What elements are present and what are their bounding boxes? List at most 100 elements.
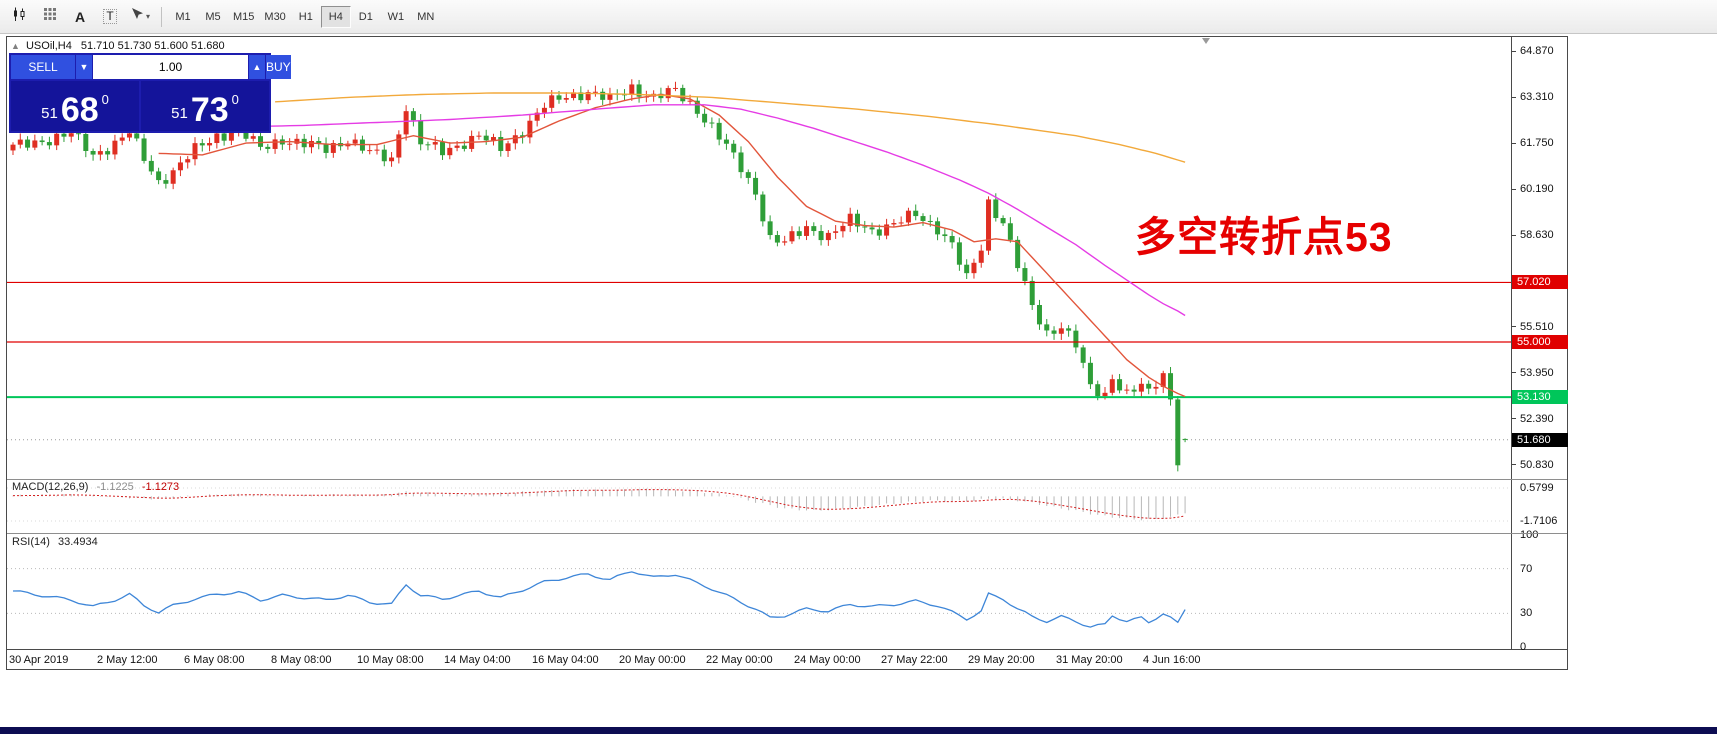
timeframe-m30[interactable]: M30: [264, 10, 286, 23]
toolbar: A T ▾ M1 M5 M15 M30 H1 H4 D1 W1 MN: [0, 0, 1717, 34]
price-line-tag: 55.000: [1512, 334, 1568, 349]
volume-decrease-button[interactable]: ▼: [76, 55, 92, 79]
timeframe-m1[interactable]: M1: [175, 10, 191, 23]
time-label: 29 May 20:00: [968, 654, 1035, 666]
time-label: 4 Jun 16:00: [1143, 654, 1201, 666]
timeframe-w1[interactable]: W1: [387, 10, 405, 23]
rsi-line: [12, 571, 1186, 628]
macd-name: MACD(12,26,9): [12, 481, 89, 493]
time-label: 16 May 04:00: [532, 654, 599, 666]
caret-up-icon: ▲: [252, 62, 262, 72]
macd-axis-min: -1.7106: [1520, 515, 1558, 527]
macd-main-value: -1.1225: [96, 481, 134, 493]
sell-button[interactable]: SELL: [11, 55, 75, 79]
timeframe-m5[interactable]: M5: [205, 10, 221, 23]
ask-superscript: 0: [231, 92, 239, 107]
price-tick-mark: [1512, 464, 1516, 466]
rsi-axis-label: 100: [1520, 529, 1539, 541]
macd-signal-line: [13, 489, 1186, 519]
sell-price-button[interactable]: 51 68 0: [11, 81, 139, 131]
timeframe-m15[interactable]: M15: [233, 10, 255, 23]
drawing-tools-button[interactable]: ▾: [125, 4, 155, 30]
price-tick-label: 55.510: [1520, 320, 1554, 333]
rsi-name: RSI(14): [12, 536, 50, 548]
bid-prefix: 51: [41, 105, 58, 122]
price-tick-mark: [1512, 372, 1516, 374]
timeframe-bar: M1 M5 M15 M30 H1 H4 D1 W1 MN: [168, 5, 441, 28]
time-label: 8 May 08:00: [271, 654, 332, 666]
price-tick-label: 61.750: [1520, 137, 1554, 150]
time-label: 2 May 12:00: [97, 654, 158, 666]
window-bottom-edge: [0, 727, 1717, 734]
buy-button[interactable]: BUY: [266, 55, 291, 79]
one-click-trading-panel: SELL ▼ ▲ BUY 51 68 0 51 73 0: [9, 53, 291, 133]
time-label: 14 May 04:00: [444, 654, 511, 666]
chart-window: 64.870 63.310 61.750 60.190 58.630 55.510 53.9…: [6, 36, 1568, 670]
collapse-panel-icon[interactable]: ▲: [11, 41, 20, 51]
price-line-tag: 57.020: [1512, 275, 1568, 290]
toolbar-separator: [161, 6, 162, 27]
price-tick-label: 53.950: [1520, 366, 1554, 379]
price-tick-mark: [1512, 50, 1516, 52]
cursor-icon: [130, 7, 145, 26]
ask-prefix: 51: [171, 105, 188, 122]
chart-type-button[interactable]: [5, 4, 35, 30]
macd-canvas[interactable]: [7, 479, 1511, 533]
text-tool-button[interactable]: T: [95, 4, 125, 30]
timeframe-d1[interactable]: D1: [358, 10, 373, 23]
bid-big-digits: 68: [60, 90, 99, 129]
buy-price-button[interactable]: 51 73 0: [141, 81, 269, 131]
price-tick-mark: [1512, 188, 1516, 190]
chart-header: ▲ USOil,H4 51.710 51.730 51.600 51.680: [11, 40, 225, 52]
price-tick-mark: [1512, 418, 1516, 420]
caret-down-icon: ▼: [79, 62, 89, 72]
ma-medium-line: [238, 104, 1186, 317]
timeframe-h1[interactable]: H1: [298, 10, 313, 23]
volume-increase-button[interactable]: ▲: [249, 55, 265, 79]
time-label: 20 May 00:00: [619, 654, 686, 666]
font-a-icon: A: [74, 8, 86, 25]
time-label: 10 May 08:00: [357, 654, 424, 666]
ask-big-digits: 73: [190, 90, 229, 129]
rsi-panel-divider[interactable]: [7, 533, 1567, 534]
price-axis[interactable]: 64.870 63.310 61.750 60.190 58.630 55.510 53.9…: [1511, 37, 1568, 653]
price-tick-mark: [1512, 142, 1516, 144]
grid-button[interactable]: [35, 4, 65, 30]
rsi-value: 33.4934: [57, 536, 98, 548]
ma-slow-line: [275, 92, 1186, 163]
time-label: 31 May 20:00: [1056, 654, 1123, 666]
candles-layer: [10, 79, 1188, 472]
grid-icon: [43, 7, 57, 26]
rsi-canvas[interactable]: [7, 533, 1511, 649]
rsi-axis-label: 30: [1520, 607, 1533, 620]
price-line-tag: 53.130: [1512, 390, 1568, 405]
bid-superscript: 0: [101, 92, 109, 107]
timeframe-mn[interactable]: MN: [417, 10, 435, 23]
price-tick-mark: [1512, 326, 1516, 328]
font-button[interactable]: A: [65, 4, 95, 30]
macd-axis-max: 0.5799: [1520, 482, 1554, 494]
macd-signal-value: -1.1273: [141, 481, 180, 493]
ma-fast-line: [158, 93, 1186, 398]
current-price-tag: 51.680: [1512, 432, 1568, 447]
timeframe-h4[interactable]: H4: [320, 5, 351, 28]
price-tick-mark: [1512, 96, 1516, 98]
price-chart-canvas[interactable]: [7, 37, 1511, 479]
chart-shift-marker[interactable]: [1202, 38, 1210, 44]
price-tick-label: 50.830: [1520, 458, 1554, 471]
rsi-axis-label: 0: [1520, 641, 1527, 653]
price-tick-label: 64.870: [1520, 45, 1554, 58]
price-tick-label: 63.310: [1520, 91, 1554, 104]
text-t-icon: T: [103, 8, 117, 25]
macd-panel-divider[interactable]: [7, 479, 1567, 480]
price-tick-label: 60.190: [1520, 183, 1554, 196]
volume-input[interactable]: [93, 55, 248, 79]
time-label: 6 May 08:00: [184, 654, 245, 666]
price-tick-label: 58.630: [1520, 229, 1554, 242]
time-axis[interactable]: 30 Apr 2019 2 May 12:00 6 May 08:00 8 May 0…: [7, 649, 1567, 669]
time-label: 27 May 22:00: [881, 654, 948, 666]
price-tick-mark: [1512, 234, 1516, 236]
rsi-axis-label: 70: [1520, 562, 1533, 575]
time-label: 24 May 00:00: [794, 654, 861, 666]
ohlc-values: 51.710 51.730 51.600 51.680: [80, 40, 225, 52]
